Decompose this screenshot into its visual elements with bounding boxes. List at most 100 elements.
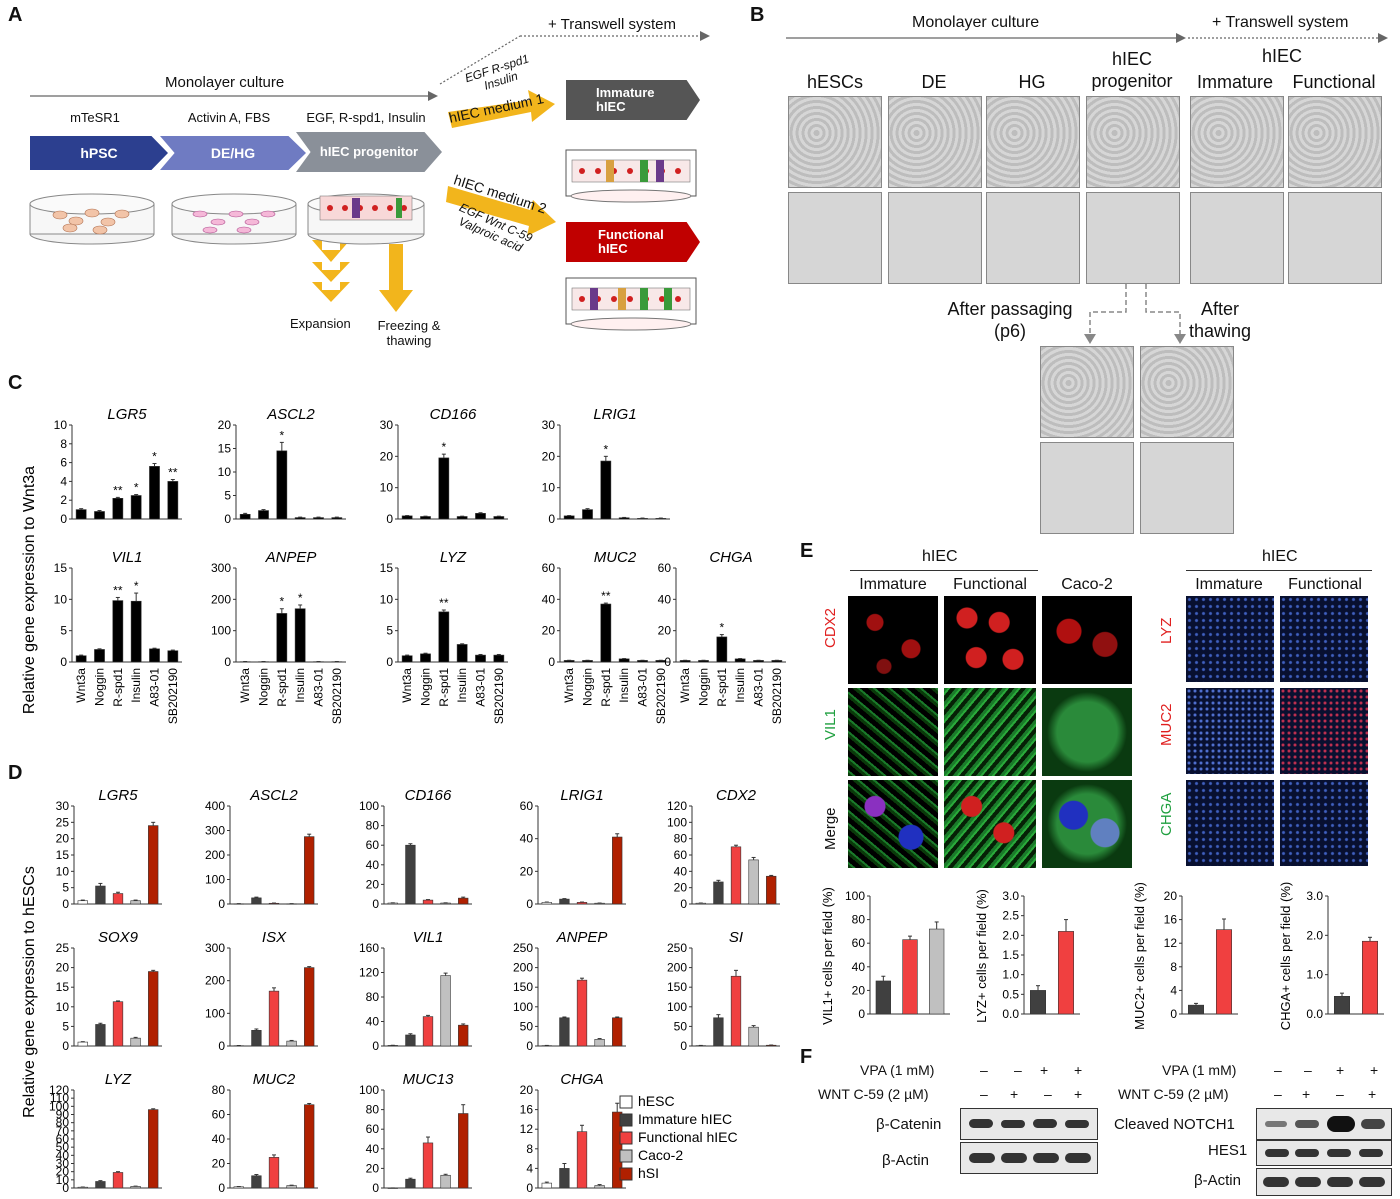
c-ascl2-sig-2: * [279,428,284,442]
d-chga-tick-label-5: 20 [520,1083,534,1097]
c-lrig1-tick-label-0: 0 [548,512,555,526]
c-muc2-bar-3 [618,658,630,663]
e-quant-2-bar-1 [1215,929,1232,1015]
c-lgr5-tick-label-2: 4 [60,474,67,488]
d-lyz-bar-2 [112,1172,124,1189]
c-vil1-bar-5 [167,650,179,663]
d-muc2-bar-3 [286,1185,297,1189]
micrograph-hescs-zoom [788,192,882,284]
d-sox9-bar-0 [77,1041,88,1047]
e-col-immature-right: Immature [1195,576,1263,593]
e-row-cdx2: CDX2 [822,607,839,648]
e-quant-0-tick-label-5: 100 [845,889,865,903]
d-lgr5-tick-label-0: 0 [62,897,69,911]
d-lyz-tick-label-6: 60 [56,1132,70,1146]
d-lyz-tick-label-2: 20 [56,1165,70,1179]
c-muc2-cat-2: R-spd1 [599,668,613,707]
c-lgr5-sig-4: * [152,450,157,464]
c-anpep-cat-0: Wnt3a [238,668,252,703]
d-lrig1-title: LRIG1 [560,787,603,804]
panel-label-c: C [8,372,23,394]
e-row-merge: Merge [822,807,839,850]
d-cdx2-tick-label-5: 100 [667,815,687,829]
blot-bactin-left [960,1142,1098,1174]
c-lgr5-bar-5 [167,481,179,520]
c-muc2-cat-5: SB202190 [654,668,668,724]
d-cd166-bar-2 [422,899,434,905]
tile-vil1-immature [848,688,938,776]
d-si-tick-label-2: 100 [667,1000,687,1014]
e-quant-1-tick-label-2: 1.0 [1002,968,1019,982]
d-si-bar-1 [713,1017,724,1047]
d-muc13-tick-label-1: 20 [366,1161,380,1175]
after-thawing-label: After thawing [1188,299,1252,341]
d-cdx2-bar-2 [730,846,742,905]
micrograph-progenitor [1086,96,1180,188]
f-left-sign-0-1: – [1014,1062,1022,1078]
f-right-sign-0-1: – [1304,1062,1312,1078]
d-si-tick-label-1: 50 [674,1019,688,1033]
d-lyz-tick-label-5: 50 [56,1140,70,1154]
c-anpep-tick-label-2: 200 [211,592,231,606]
d-ascl2-bar-1 [251,897,262,905]
f-left-sign-0-0: – [980,1062,988,1078]
d-lrig1-tick-label-0: 0 [526,897,533,911]
d-ascl2-tick-label-1: 100 [205,873,225,887]
d-sox9-title: SOX9 [98,929,139,946]
d-cd166-title: CD166 [405,787,452,804]
freezing-label: Freezing & thawing [377,318,441,348]
legend-swatch-4 [619,1167,633,1181]
panel-label-d: D [8,762,23,784]
d-cd166-tick-label-3: 60 [366,838,380,852]
c-ascl2-tick-label-4: 20 [218,418,232,432]
d-muc13-tick-label-5: 100 [359,1083,379,1097]
d-lrig1-bar-1 [559,898,570,905]
d-cdx2-tick-label-6: 120 [667,799,687,813]
d-isx-tick-label-2: 200 [205,974,225,988]
c-lyz-bar-1 [420,653,431,663]
d-lgr5-bar-1 [95,885,106,905]
d-lyz-tick-label-10: 100 [49,1099,69,1113]
c-vil1-tick-label-3: 15 [54,561,68,575]
c-lrig1-sig-2: * [603,442,608,456]
d-muc2-bar-2 [268,1157,280,1189]
d-isx-tick-label-1: 100 [205,1006,225,1020]
c-chga-sig-2: * [719,621,724,635]
c-chga-bar-2 [716,636,728,663]
legend-swatch-2 [619,1131,633,1145]
c-chga-title: CHGA [709,549,752,566]
c-cd166-bar-2 [438,457,450,520]
micrograph-functional [1288,96,1382,188]
d-muc2-title: MUC2 [253,1071,296,1088]
c-anpep-sig-3: * [298,591,303,605]
micrograph-immature-zoom [1190,192,1284,284]
c-vil1-cat-5: SB202190 [166,668,180,724]
d-lyz-bar-1 [95,1181,106,1189]
e-quant-0-tick-label-1: 20 [852,983,866,997]
f-left-row-bactin: β-Actin [882,1152,929,1169]
functional-hiec-label: Functional hIEC [566,222,700,262]
c-ascl2-tick-label-1: 5 [224,489,231,503]
c-chga-cat-2: R-spd1 [715,668,729,707]
d-muc13-tick-label-4: 80 [366,1103,380,1117]
d-sox9-bar-2 [112,1001,124,1047]
c-cd166-bar-3 [456,516,468,520]
d-lgr5-bar-3 [130,900,141,905]
c-lyz-tick-label-3: 15 [380,561,394,575]
panel-label-f: F [800,1046,813,1068]
d-si-tick-label-0: 0 [680,1039,687,1053]
blot-hes1 [1256,1140,1392,1166]
d-isx-title: ISX [262,929,287,946]
panel-label-e: E [800,540,814,562]
d-lrig1-tick-label-1: 20 [520,864,534,878]
d-muc2-bar-4 [304,1104,315,1189]
micrograph-de-zoom [888,192,982,284]
f-left-row-bcatenin: β-Catenin [876,1116,942,1133]
d-lyz-tick-label-0: 0 [62,1181,69,1195]
tile-merge-functional [944,780,1036,868]
e-quant-1-tick-label-0: 0.0 [1002,1007,1019,1021]
e-quant-0-tick-label-2: 40 [852,960,866,974]
c-lgr5-bar-1 [94,511,105,520]
d-vil1-tick-label-4: 160 [359,941,379,955]
c-muc2-tick-label-0: 0 [548,655,555,669]
